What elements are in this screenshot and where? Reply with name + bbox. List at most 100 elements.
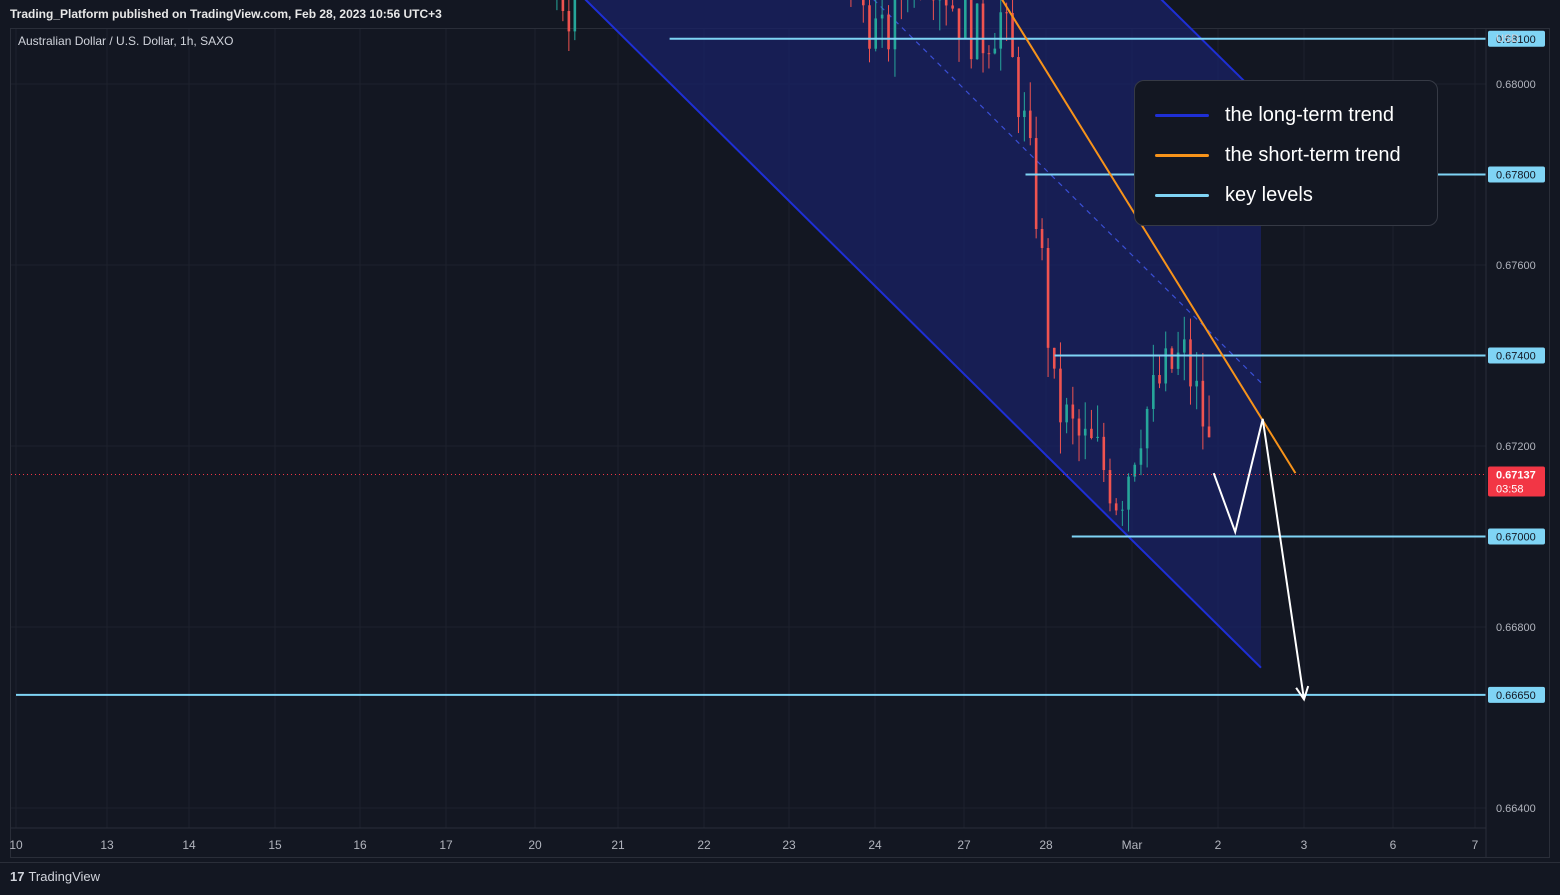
candle-body xyxy=(951,5,954,8)
candle-body xyxy=(1090,429,1093,438)
footer: 17 TradingView xyxy=(0,862,1560,895)
time-tick-label: 20 xyxy=(528,838,542,852)
time-tick-label: 13 xyxy=(100,838,114,852)
bar-countdown-label: 03:58 xyxy=(1496,484,1524,496)
candle-body xyxy=(1140,448,1143,464)
candle-body xyxy=(1152,375,1155,409)
candle-body xyxy=(568,11,571,31)
candle-body xyxy=(1047,248,1050,348)
candle-body xyxy=(894,0,897,49)
candle-body xyxy=(881,15,884,19)
price-tick-label: 0.67200 xyxy=(1496,441,1536,453)
candle-body xyxy=(1208,426,1211,437)
candle-body xyxy=(1078,419,1081,436)
price-tick-label: 0.67600 xyxy=(1496,260,1536,272)
candle-body xyxy=(982,4,985,54)
candle-body xyxy=(1029,111,1032,138)
candle-body xyxy=(1035,138,1038,229)
time-tick-label: 21 xyxy=(611,838,625,852)
last-price-label: 0.67137 xyxy=(1496,470,1536,482)
candle-body xyxy=(1158,375,1161,383)
price-tick-label: 0.68200 xyxy=(1496,0,1536,1)
key-level-label: 0.67400 xyxy=(1496,351,1536,363)
time-tick-label: 17 xyxy=(439,838,453,852)
candle-body xyxy=(1072,405,1075,419)
candle-body xyxy=(1102,437,1105,470)
candle-body xyxy=(1059,369,1062,423)
candle-body xyxy=(1005,12,1008,13)
candle-body xyxy=(1115,503,1118,510)
candle-body xyxy=(1017,57,1020,117)
legend-swatch-short-term xyxy=(1155,154,1209,157)
candle-body xyxy=(994,49,997,54)
price-axis: 0.704000.702000.700000.698000.696000.694… xyxy=(1486,0,1545,858)
time-tick-label: 16 xyxy=(353,838,367,852)
price-tick-label: 0.66800 xyxy=(1496,622,1536,634)
currency-label: USD xyxy=(1496,33,1519,45)
key-level-label: 0.66650 xyxy=(1496,690,1536,702)
legend: the long-term trend the short-term trend… xyxy=(1134,80,1438,226)
candle-body xyxy=(1202,381,1205,427)
candle-body xyxy=(1171,348,1174,369)
candle-body xyxy=(964,0,967,38)
candle-body xyxy=(1065,405,1068,423)
candle-body xyxy=(958,9,961,39)
candle-body xyxy=(862,0,865,5)
candle-body xyxy=(1127,477,1130,510)
candle-body xyxy=(1041,229,1044,248)
legend-label-long-term: the long-term trend xyxy=(1225,104,1394,127)
candle-body xyxy=(1195,381,1198,387)
time-tick-label: Mar xyxy=(1122,838,1143,852)
symbol-title: Australian Dollar / U.S. Dollar, 1h, SAX… xyxy=(18,34,233,48)
candle-body xyxy=(874,18,877,48)
time-tick-label: 22 xyxy=(697,838,711,852)
legend-item-key-levels: key levels xyxy=(1155,181,1435,211)
long-term-channel xyxy=(305,0,1261,668)
candle-body xyxy=(1164,348,1167,383)
time-tick-label: 28 xyxy=(1039,838,1053,852)
key-level-label: 0.67000 xyxy=(1496,532,1536,544)
candle-body xyxy=(868,5,871,48)
candle-body xyxy=(945,0,948,5)
candle-body xyxy=(1023,111,1026,117)
tradingview-logo-icon: 17 xyxy=(10,869,24,884)
time-tick-label: 14 xyxy=(182,838,196,852)
legend-swatch-long-term xyxy=(1155,114,1209,117)
channel-fill xyxy=(305,0,1261,668)
time-tick-label: 23 xyxy=(782,838,796,852)
key-level-label: 0.67800 xyxy=(1496,170,1536,182)
time-tick-label: 7 xyxy=(1472,838,1479,852)
legend-swatch-key-levels xyxy=(1155,194,1209,197)
time-tick-label: 24 xyxy=(868,838,882,852)
time-tick-label: 15 xyxy=(268,838,282,852)
candle-body xyxy=(574,0,577,31)
legend-label-key-levels: key levels xyxy=(1225,184,1313,207)
candle-body xyxy=(999,12,1002,48)
candle-body xyxy=(562,0,565,11)
candle-body xyxy=(1109,470,1112,503)
time-tick-label: 2 xyxy=(1215,838,1222,852)
candle-body xyxy=(1121,510,1124,511)
candle-body xyxy=(1096,437,1099,438)
legend-item-long-term: the long-term trend xyxy=(1155,101,1435,131)
candle-body xyxy=(1084,429,1087,436)
candle-body xyxy=(1146,409,1149,448)
legend-label-short-term: the short-term trend xyxy=(1225,144,1401,167)
candle-body xyxy=(887,15,890,50)
candle-body xyxy=(976,4,979,60)
price-tick-label: 0.66400 xyxy=(1496,803,1536,815)
candle-body xyxy=(1183,339,1186,352)
price-tick-label: 0.68000 xyxy=(1496,79,1536,91)
time-tick-label: 6 xyxy=(1390,838,1397,852)
candle-body xyxy=(988,53,991,54)
time-tick-label: 27 xyxy=(957,838,971,852)
candle-body xyxy=(970,0,973,59)
candle-body xyxy=(1053,348,1056,369)
legend-item-short-term: the short-term trend xyxy=(1155,141,1435,171)
candle-body xyxy=(1189,339,1192,386)
time-tick-label: 3 xyxy=(1301,838,1308,852)
tradingview-logo[interactable]: 17 TradingView xyxy=(10,869,100,884)
time-tick-label: 10 xyxy=(9,838,23,852)
brand-name: TradingView xyxy=(28,869,100,884)
